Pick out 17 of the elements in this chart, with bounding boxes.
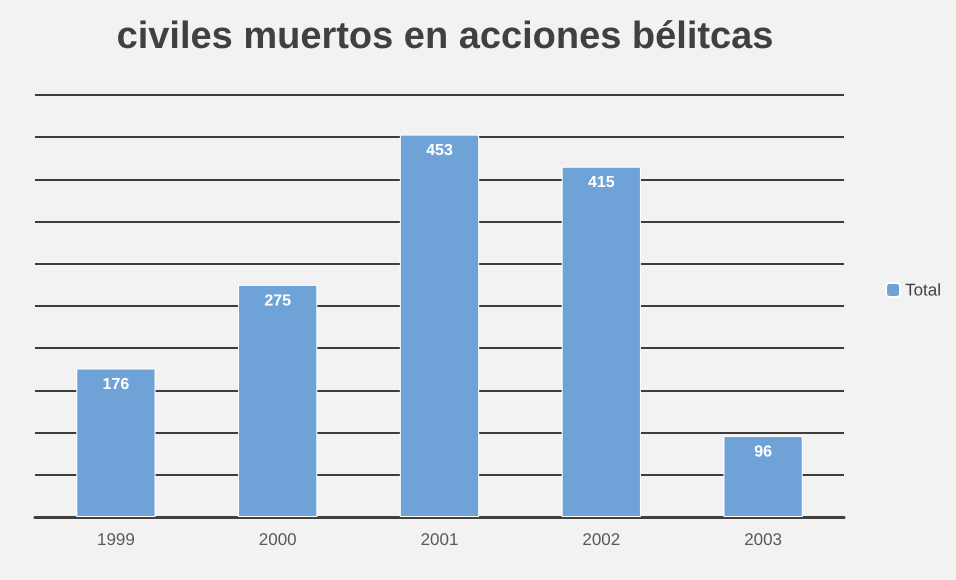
data-label: 453 xyxy=(426,142,453,160)
data-label: 176 xyxy=(102,376,130,393)
data-label: 96 xyxy=(754,443,772,460)
x-tick-label: 2003 xyxy=(744,530,782,549)
bar xyxy=(400,134,480,517)
x-tick-label: 1999 xyxy=(96,530,135,549)
bar xyxy=(238,284,318,517)
bar xyxy=(76,368,156,517)
chart-title: civiles muertos en acciones bélitcas xyxy=(116,15,774,57)
bar xyxy=(562,166,641,517)
data-label: 275 xyxy=(264,292,292,310)
data-label: 415 xyxy=(588,174,615,192)
bar xyxy=(723,436,803,517)
x-tick-label: 2000 xyxy=(258,530,297,549)
legend-label: Total xyxy=(905,280,942,300)
x-tick-label: 2002 xyxy=(582,530,620,549)
x-tick-label: 2001 xyxy=(420,530,458,549)
